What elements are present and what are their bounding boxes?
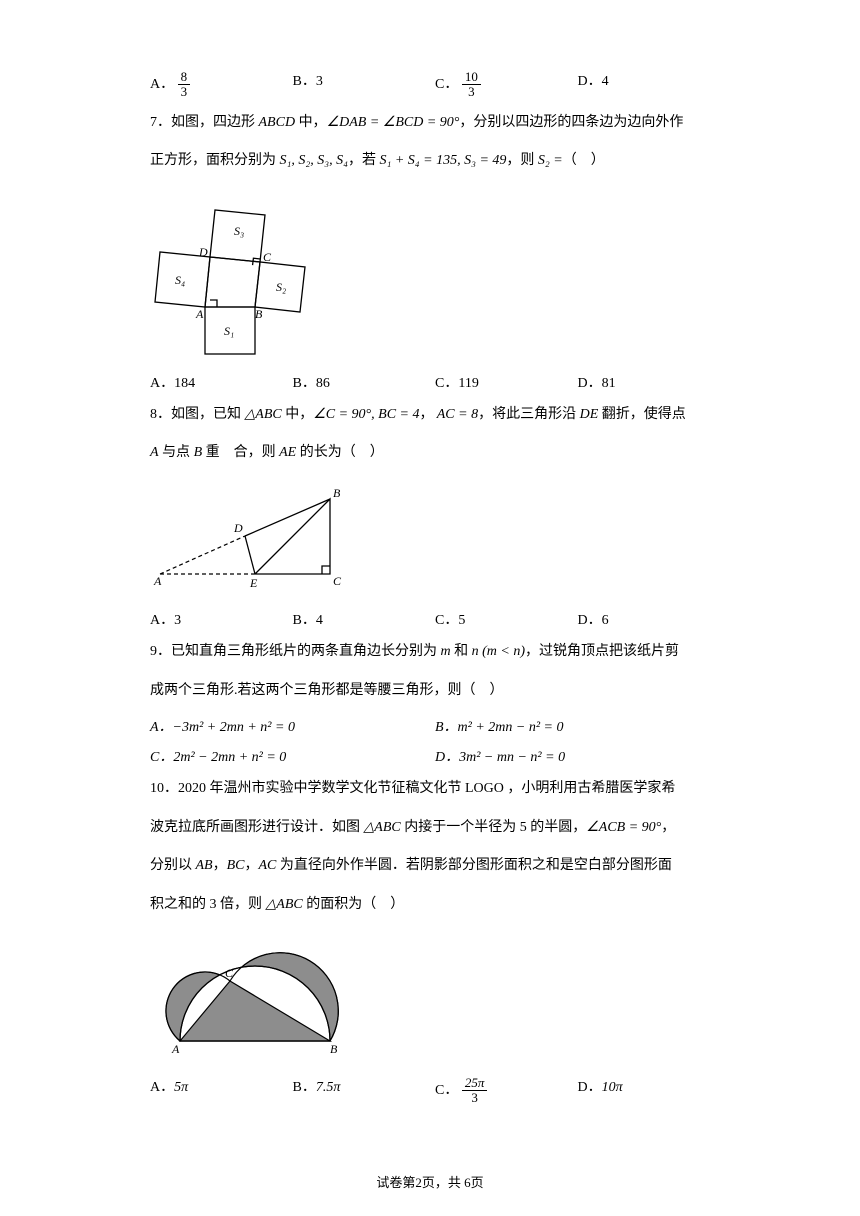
q7-choices: A．184 B．86 C．119 D．81 — [150, 372, 720, 392]
q8-line2: A 与点 B 重 合，则 AE 的长为（ ） — [150, 440, 720, 467]
q9-choice-d: D．3m² − mn − n² = 0 — [435, 746, 720, 766]
svg-text:E: E — [249, 576, 258, 590]
q7-choice-d: D．81 — [578, 372, 721, 392]
q8-choice-c: C．5 — [435, 609, 578, 629]
svg-text:S₂: S₂ — [276, 280, 286, 294]
q7-line2: 正方形，面积分别为 S₁, S₂, S₃, S₄，若 S₁ + S₄ = 135… — [150, 148, 720, 175]
q6-b-label: B． — [293, 74, 316, 89]
q9-choices-row2: C．2m² − 2mn + n² = 0 D．3m² − mn − n² = 0 — [150, 746, 720, 766]
q9-choice-a: A．−3m² + 2mn + n² = 0 — [150, 716, 435, 736]
q10-choice-a: A．5π — [150, 1076, 293, 1106]
q8-figure: A B C D E — [150, 479, 720, 599]
svg-text:D: D — [198, 245, 208, 259]
q10-choice-b: B．7.5π — [293, 1076, 436, 1106]
q6-d-label: D． — [578, 74, 602, 89]
page-footer: 试卷第2页，共 6页 — [0, 1172, 860, 1191]
svg-text:B: B — [333, 486, 341, 500]
q9-choice-c: C．2m² − 2mn + n² = 0 — [150, 746, 435, 766]
q6-c-label: C． — [435, 77, 458, 92]
q6-choice-b: B．3 — [293, 70, 436, 100]
svg-text:D: D — [233, 521, 243, 535]
q9-line2: 成两个三角形.若这两个三角形都是等腰三角形，则（ ） — [150, 678, 720, 705]
svg-text:C: C — [225, 966, 234, 980]
q6-choice-d: D．4 — [578, 70, 721, 100]
q10-choice-d: D．10π — [578, 1076, 721, 1106]
svg-text:A: A — [195, 307, 204, 321]
q9-choices-row1: A．−3m² + 2mn + n² = 0 B．m² + 2mn − n² = … — [150, 716, 720, 736]
q6-choice-a: A． 83 — [150, 70, 293, 100]
q10-line3: 分别以 AB，BC，AC 为直径向外作半圆．若阴影部分图形面积之和是空白部分图形… — [150, 853, 720, 880]
q6-choices: A． 83 B．3 C． 103 D．4 — [150, 70, 720, 100]
q7-choice-c: C．119 — [435, 372, 578, 392]
svg-text:A: A — [171, 1042, 180, 1056]
svg-text:A: A — [153, 574, 162, 588]
q6-a-label: A． — [150, 77, 174, 92]
q8-choice-a: A．3 — [150, 609, 293, 629]
q6-choice-c: C． 103 — [435, 70, 578, 100]
q9-line1: 9．已知直角三角形纸片的两条直角边长分别为 m 和 n (m < n)，过锐角顶… — [150, 639, 720, 666]
svg-text:S₃: S₃ — [234, 224, 244, 238]
svg-text:B: B — [330, 1042, 338, 1056]
q7-line1: 7．如图，四边形 ABCD 中，∠DAB = ∠BCD = 90°，分别以四边形… — [150, 110, 720, 137]
q10-choice-c: C． 25π3 — [435, 1076, 578, 1106]
svg-text:C: C — [333, 574, 342, 588]
q10-choices: A．5π B．7.5π C． 25π3 D．10π — [150, 1076, 720, 1106]
q9-choice-b: B．m² + 2mn − n² = 0 — [435, 716, 720, 736]
q8-line1: 8．如图，已知 △ABC 中，∠C = 90°, BC = 4， AC = 8，… — [150, 402, 720, 429]
q7-figure: S₄ S₃ S₂ S₁ A B C D — [150, 187, 720, 362]
svg-text:S₁: S₁ — [224, 324, 234, 338]
svg-text:S₄: S₄ — [175, 273, 185, 287]
q8-choice-d: D．6 — [578, 609, 721, 629]
q10-line2: 波克拉底所画图形进行设计．如图 △ABC 内接于一个半径为 5 的半圆，∠ACB… — [150, 815, 720, 842]
q10-line1: 10．2020 年温州市实验中学数学文化节征稿文化节 LOGO ，小明利用古希腊… — [150, 776, 720, 803]
q8-choices: A．3 B．4 C．5 D．6 — [150, 609, 720, 629]
svg-text:B: B — [255, 307, 263, 321]
q8-choice-b: B．4 — [293, 609, 436, 629]
q7-choice-a: A．184 — [150, 372, 293, 392]
svg-text:C: C — [263, 250, 272, 264]
q10-line4: 积之和的 3 倍，则 △ABC 的面积为（ ） — [150, 892, 720, 919]
q10-figure: A B C — [150, 931, 720, 1066]
q7-choice-b: B．86 — [293, 372, 436, 392]
